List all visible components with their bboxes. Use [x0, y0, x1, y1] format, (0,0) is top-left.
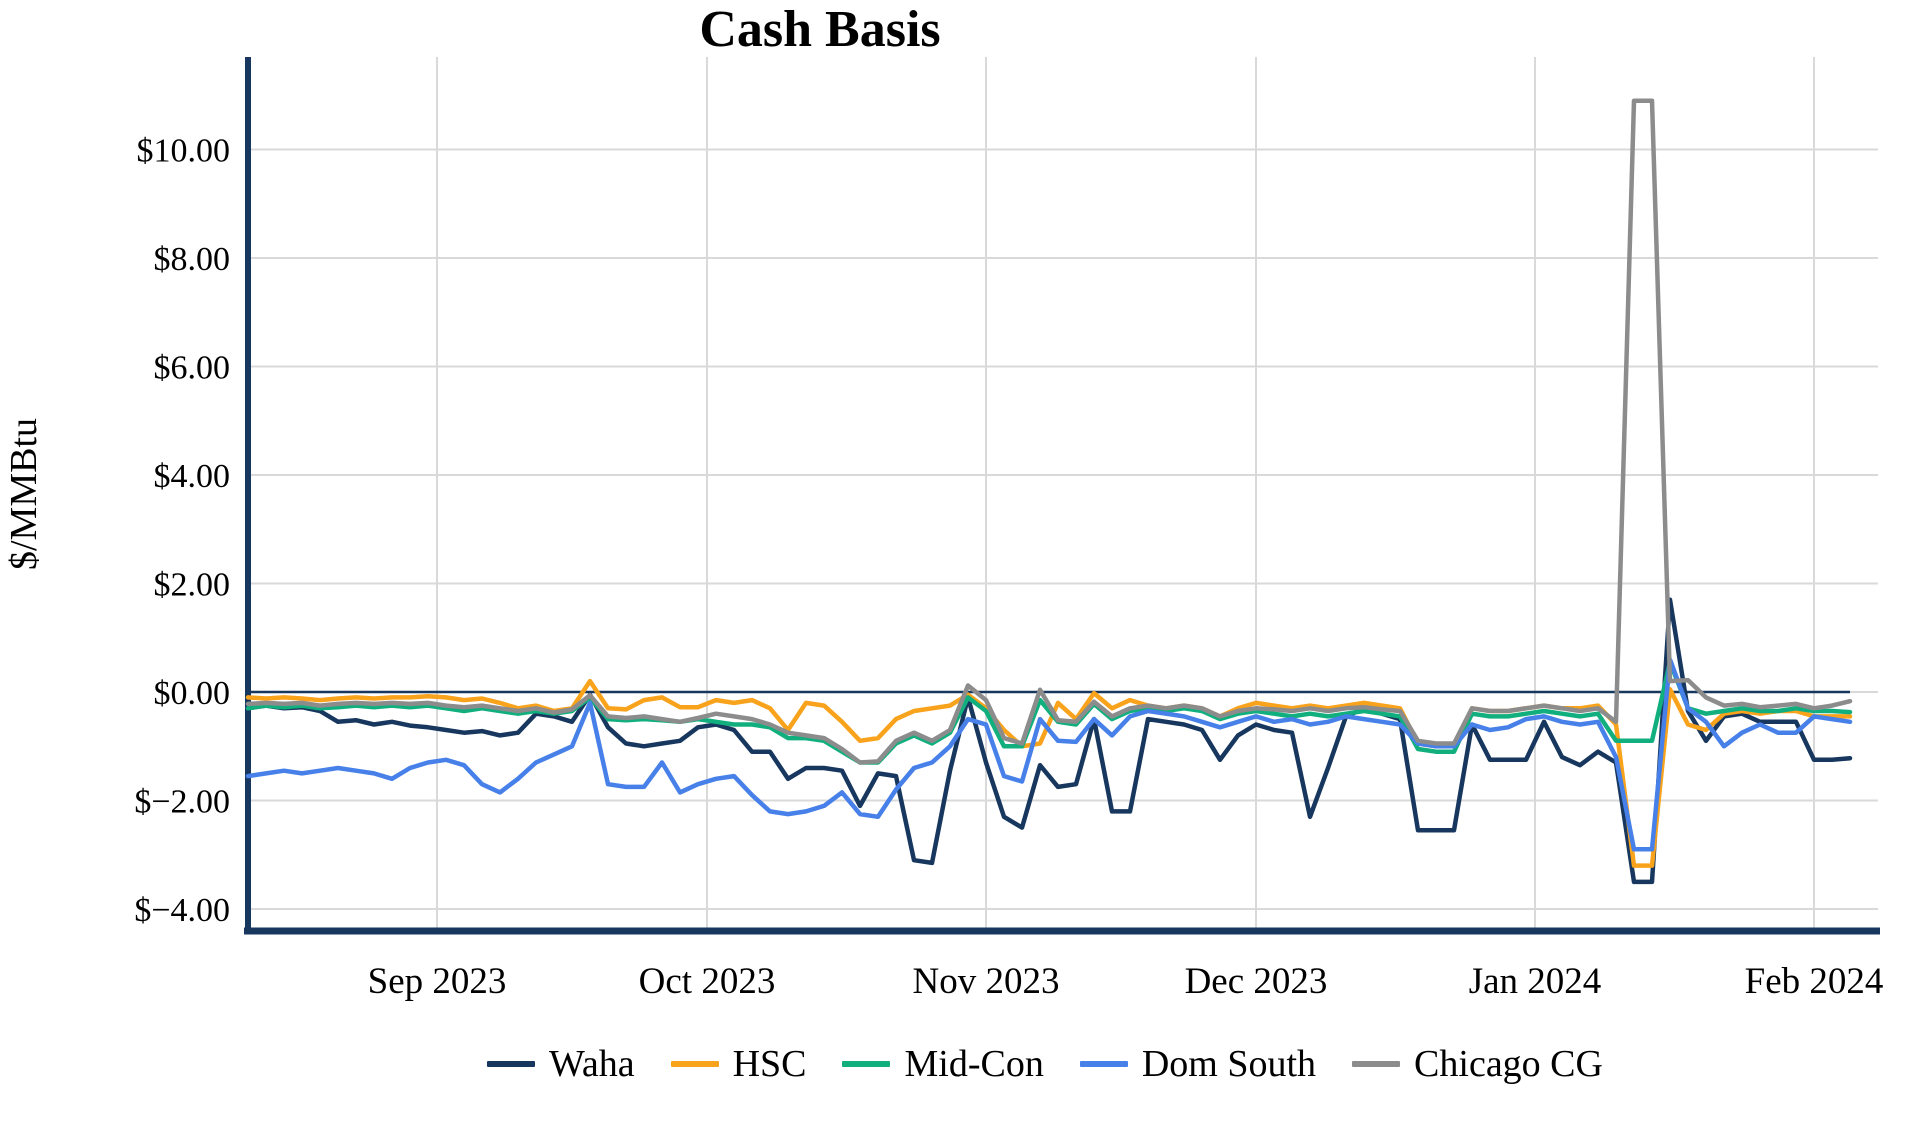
series-line-chicago-cg	[245, 98, 1853, 765]
dom-south-line-swatch-icon	[1079, 1061, 1128, 1067]
series-line-waha	[245, 597, 1853, 885]
x-tick-label: Jan 2024	[1469, 961, 1602, 1002]
y-tick-label: $2.00	[154, 567, 231, 604]
x-tick-label: Sep 2023	[368, 961, 507, 1002]
legend-item-waha: Waha	[487, 1042, 635, 1086]
legend-label: HSC	[732, 1043, 807, 1085]
y-tick-label: $10.00	[137, 133, 231, 170]
legend-item-dom-south: Dom South	[1079, 1042, 1317, 1086]
x-tick-label: Oct 2023	[639, 961, 776, 1002]
x-tick-label: Feb 2024	[1745, 961, 1884, 1002]
legend-item-mid-con: Mid-Con	[842, 1042, 1044, 1086]
y-tick-label: $−2.00	[134, 784, 230, 821]
legend-label: Chicago CG	[1414, 1043, 1603, 1085]
cash-basis-plot: $10.00 $8.00 $6.00 $4.00 $2.00 $0.00 $−2.00 $−4…	[3, 57, 1883, 1003]
y-tick-label: $0.00	[154, 675, 231, 712]
legend-label: Dom South	[1141, 1043, 1317, 1085]
legend-item-chicago-cg: Chicago CG	[1352, 1042, 1603, 1086]
hsc-line-swatch-icon	[670, 1061, 719, 1067]
legend: Waha HSC Mid-Con Dom South Chicago CG	[0, 1042, 1920, 1086]
chart-title: Cash Basis	[699, 1, 941, 58]
axis-layer	[244, 57, 1880, 935]
chicago-cg-line-swatch-icon	[1352, 1061, 1401, 1067]
series-layer	[245, 98, 1853, 885]
grid-layer	[248, 57, 1878, 930]
label-layer: $10.00 $8.00 $6.00 $4.00 $2.00 $0.00 $−2.00 $−4…	[134, 133, 1883, 1003]
y-tick-label: $−4.00	[134, 892, 230, 929]
y-tick-label: $8.00	[154, 241, 231, 278]
mid-con-line-swatch-icon	[842, 1061, 891, 1067]
y-tick-label: $4.00	[154, 458, 231, 495]
series-line-mid-con	[245, 659, 1853, 765]
y-tick-label: $6.00	[154, 350, 231, 387]
series-line-dom-south	[245, 657, 1853, 852]
x-tick-label: Dec 2023	[1185, 961, 1328, 1002]
y-axis-title: $/MMBtu	[3, 418, 45, 570]
waha-line-swatch-icon	[487, 1061, 535, 1067]
legend-label: Mid-Con	[904, 1043, 1044, 1085]
x-tick-label: Nov 2023	[913, 961, 1060, 1002]
series-line-hsc	[245, 678, 1853, 868]
legend-label: Waha	[549, 1043, 635, 1085]
legend-item-hsc: HSC	[670, 1042, 807, 1086]
